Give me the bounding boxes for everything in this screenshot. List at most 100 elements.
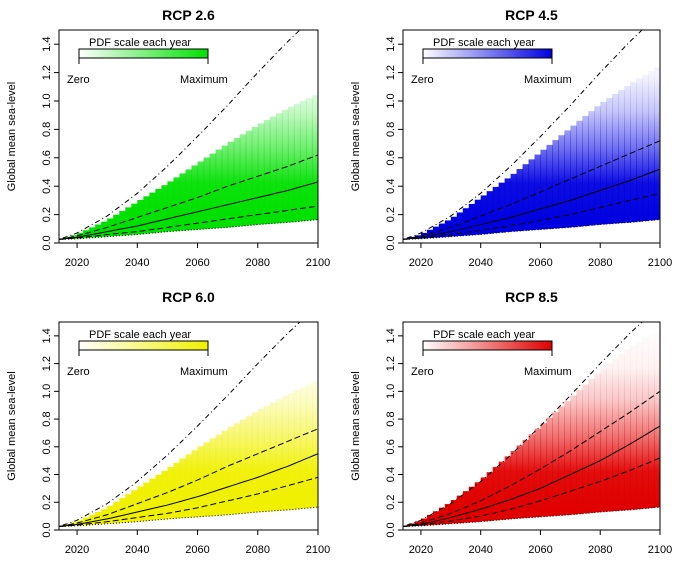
density-slice xyxy=(83,230,90,239)
density-slice xyxy=(570,125,577,228)
series-line-lower-bound xyxy=(59,506,318,527)
density-slice xyxy=(209,438,217,516)
density-slice xyxy=(89,514,96,525)
density-slice xyxy=(630,345,637,510)
density-slice xyxy=(71,235,78,239)
density-slice xyxy=(119,211,126,236)
density-slice xyxy=(275,113,283,224)
y-tick-label: 0.6 xyxy=(41,150,53,165)
density-slice xyxy=(612,93,619,224)
y-tick-label: 0.2 xyxy=(385,495,397,510)
density-slice xyxy=(131,490,138,522)
density-slice xyxy=(516,169,524,232)
density-slice xyxy=(215,434,223,516)
density-slice xyxy=(420,232,428,239)
density-slice xyxy=(564,130,571,228)
legend-title: PDF scale each year xyxy=(89,37,191,49)
density-slice xyxy=(227,141,235,228)
legend-high-label: Maximum xyxy=(180,74,228,86)
series-line-upper-quantile xyxy=(59,428,318,527)
density-slice xyxy=(311,381,318,508)
density-slice xyxy=(492,466,500,521)
density-slice xyxy=(239,419,247,514)
density-slice xyxy=(161,470,169,520)
series-line-median xyxy=(59,453,318,527)
density-slice xyxy=(576,120,583,227)
density-slice xyxy=(101,221,108,237)
density-slice xyxy=(251,126,259,225)
density-slice xyxy=(510,173,518,232)
legend: PDF scale each year Zero Maximum xyxy=(67,329,228,378)
density-slice xyxy=(510,450,518,519)
chart-title: RCP 8.5 xyxy=(505,289,558,305)
x-tick-label: 2080 xyxy=(588,257,612,269)
density-slice xyxy=(582,115,589,226)
density-slice xyxy=(468,203,476,236)
density-slice xyxy=(131,203,138,235)
x-tick-label: 2020 xyxy=(409,257,433,269)
density-slice xyxy=(618,89,625,224)
density-slice xyxy=(528,159,536,231)
y-tick-label: 0.2 xyxy=(41,207,53,222)
y-tick-label: 1.4 xyxy=(41,37,53,52)
density-slice xyxy=(504,456,512,520)
plot-frame xyxy=(58,321,319,531)
x-tick-label: 2020 xyxy=(65,544,89,556)
density-slice xyxy=(107,218,114,237)
density-slice xyxy=(263,405,271,512)
density-slice xyxy=(534,428,542,518)
density-slice xyxy=(588,378,595,513)
y-tick-label: 0.6 xyxy=(385,439,397,454)
y-tick-label: 1.2 xyxy=(385,356,397,371)
density-slice xyxy=(498,461,506,520)
series-line-lower-quantile xyxy=(59,205,318,240)
density-slice xyxy=(125,207,132,236)
density-slice xyxy=(474,482,482,522)
y-tick-label: 0.6 xyxy=(41,439,53,454)
x-tick-label: 2100 xyxy=(306,257,330,269)
y-tick-label: 1.0 xyxy=(41,384,53,399)
density-slice xyxy=(414,521,422,526)
x-tick-label: 2100 xyxy=(648,257,672,269)
y-tick-label: 1.2 xyxy=(385,65,397,80)
legend-high-label: Maximum xyxy=(524,366,572,378)
density-slice xyxy=(125,494,132,523)
density-slice xyxy=(191,165,199,230)
density-slice xyxy=(191,450,199,518)
x-tick-label: 2040 xyxy=(468,544,492,556)
chart-panel: 0.0 0.2 0.4 0.6 0.8 1.0 1.2 1.4 2020 2040 2060 2080… xyxy=(6,289,330,556)
y-tick-label: 1.0 xyxy=(385,93,397,108)
x-tick-label: 2020 xyxy=(409,544,433,556)
y-tick-label: 1.2 xyxy=(41,65,53,80)
density-slice xyxy=(113,501,120,524)
legend-colorbar xyxy=(78,48,209,59)
density-slice xyxy=(426,229,434,239)
legend-title: PDF scale each year xyxy=(433,37,535,49)
y-tick-label: 0.4 xyxy=(385,179,397,194)
legend-colorbar xyxy=(422,48,553,59)
x-tick-label: 2080 xyxy=(246,257,270,269)
legend: PDF scale each year Zero Maximum xyxy=(411,329,572,378)
x-tick-label: 2040 xyxy=(468,257,492,269)
series-line-lower-quantile xyxy=(403,192,660,240)
density-slice xyxy=(77,520,84,526)
series-line-upper-quantile xyxy=(403,390,660,527)
density-slice xyxy=(203,442,211,517)
density-slice xyxy=(600,368,607,512)
chart-title: RCP 2.6 xyxy=(162,7,215,23)
legend-high-label: Maximum xyxy=(180,366,228,378)
plot-frame xyxy=(402,321,661,531)
density-slice xyxy=(564,401,571,515)
density-slice xyxy=(251,412,259,513)
y-tick-label: 0.8 xyxy=(41,411,53,426)
density-slice xyxy=(534,154,542,230)
density-slice xyxy=(149,478,156,521)
series-line-median xyxy=(403,425,660,527)
density-slice xyxy=(414,235,422,239)
legend-high-label: Maximum xyxy=(524,74,572,86)
plot-frame xyxy=(58,29,319,244)
y-tick-label: 0.2 xyxy=(385,207,397,222)
density-slice xyxy=(576,389,583,514)
density-slice xyxy=(173,462,181,519)
